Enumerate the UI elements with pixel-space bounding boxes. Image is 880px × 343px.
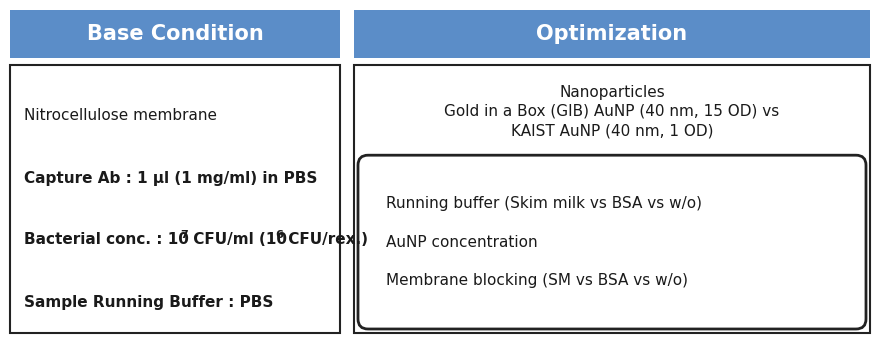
FancyBboxPatch shape	[354, 10, 870, 58]
Text: CFU/rex.): CFU/rex.)	[283, 233, 368, 248]
FancyBboxPatch shape	[354, 65, 870, 333]
Text: Nitrocellulose membrane: Nitrocellulose membrane	[24, 108, 217, 123]
FancyBboxPatch shape	[10, 65, 340, 333]
FancyBboxPatch shape	[358, 155, 866, 329]
Text: Optimization: Optimization	[537, 24, 687, 44]
Text: Sample Running Buffer : PBS: Sample Running Buffer : PBS	[24, 295, 274, 309]
Text: KAIST AuNP (40 nm, 1 OD): KAIST AuNP (40 nm, 1 OD)	[510, 123, 714, 138]
Text: Bacterial conc. : 10: Bacterial conc. : 10	[24, 233, 189, 248]
Text: Base Condition: Base Condition	[86, 24, 263, 44]
Text: Nanoparticles: Nanoparticles	[559, 85, 665, 100]
Text: CFU/ml (10: CFU/ml (10	[188, 233, 287, 248]
Text: 6: 6	[275, 230, 282, 240]
FancyBboxPatch shape	[10, 10, 340, 58]
Text: Membrane blocking (SM vs BSA vs w/o): Membrane blocking (SM vs BSA vs w/o)	[386, 273, 688, 288]
Text: Capture Ab : 1 μl (1 mg/ml) in PBS: Capture Ab : 1 μl (1 mg/ml) in PBS	[24, 170, 318, 186]
Text: AuNP concentration: AuNP concentration	[386, 235, 538, 250]
Text: Gold in a Box (GIB) AuNP (40 nm, 15 OD) vs: Gold in a Box (GIB) AuNP (40 nm, 15 OD) …	[444, 104, 780, 119]
Text: Running buffer (Skim milk vs BSA vs w/o): Running buffer (Skim milk vs BSA vs w/o)	[386, 196, 702, 211]
Text: 7: 7	[180, 230, 187, 240]
